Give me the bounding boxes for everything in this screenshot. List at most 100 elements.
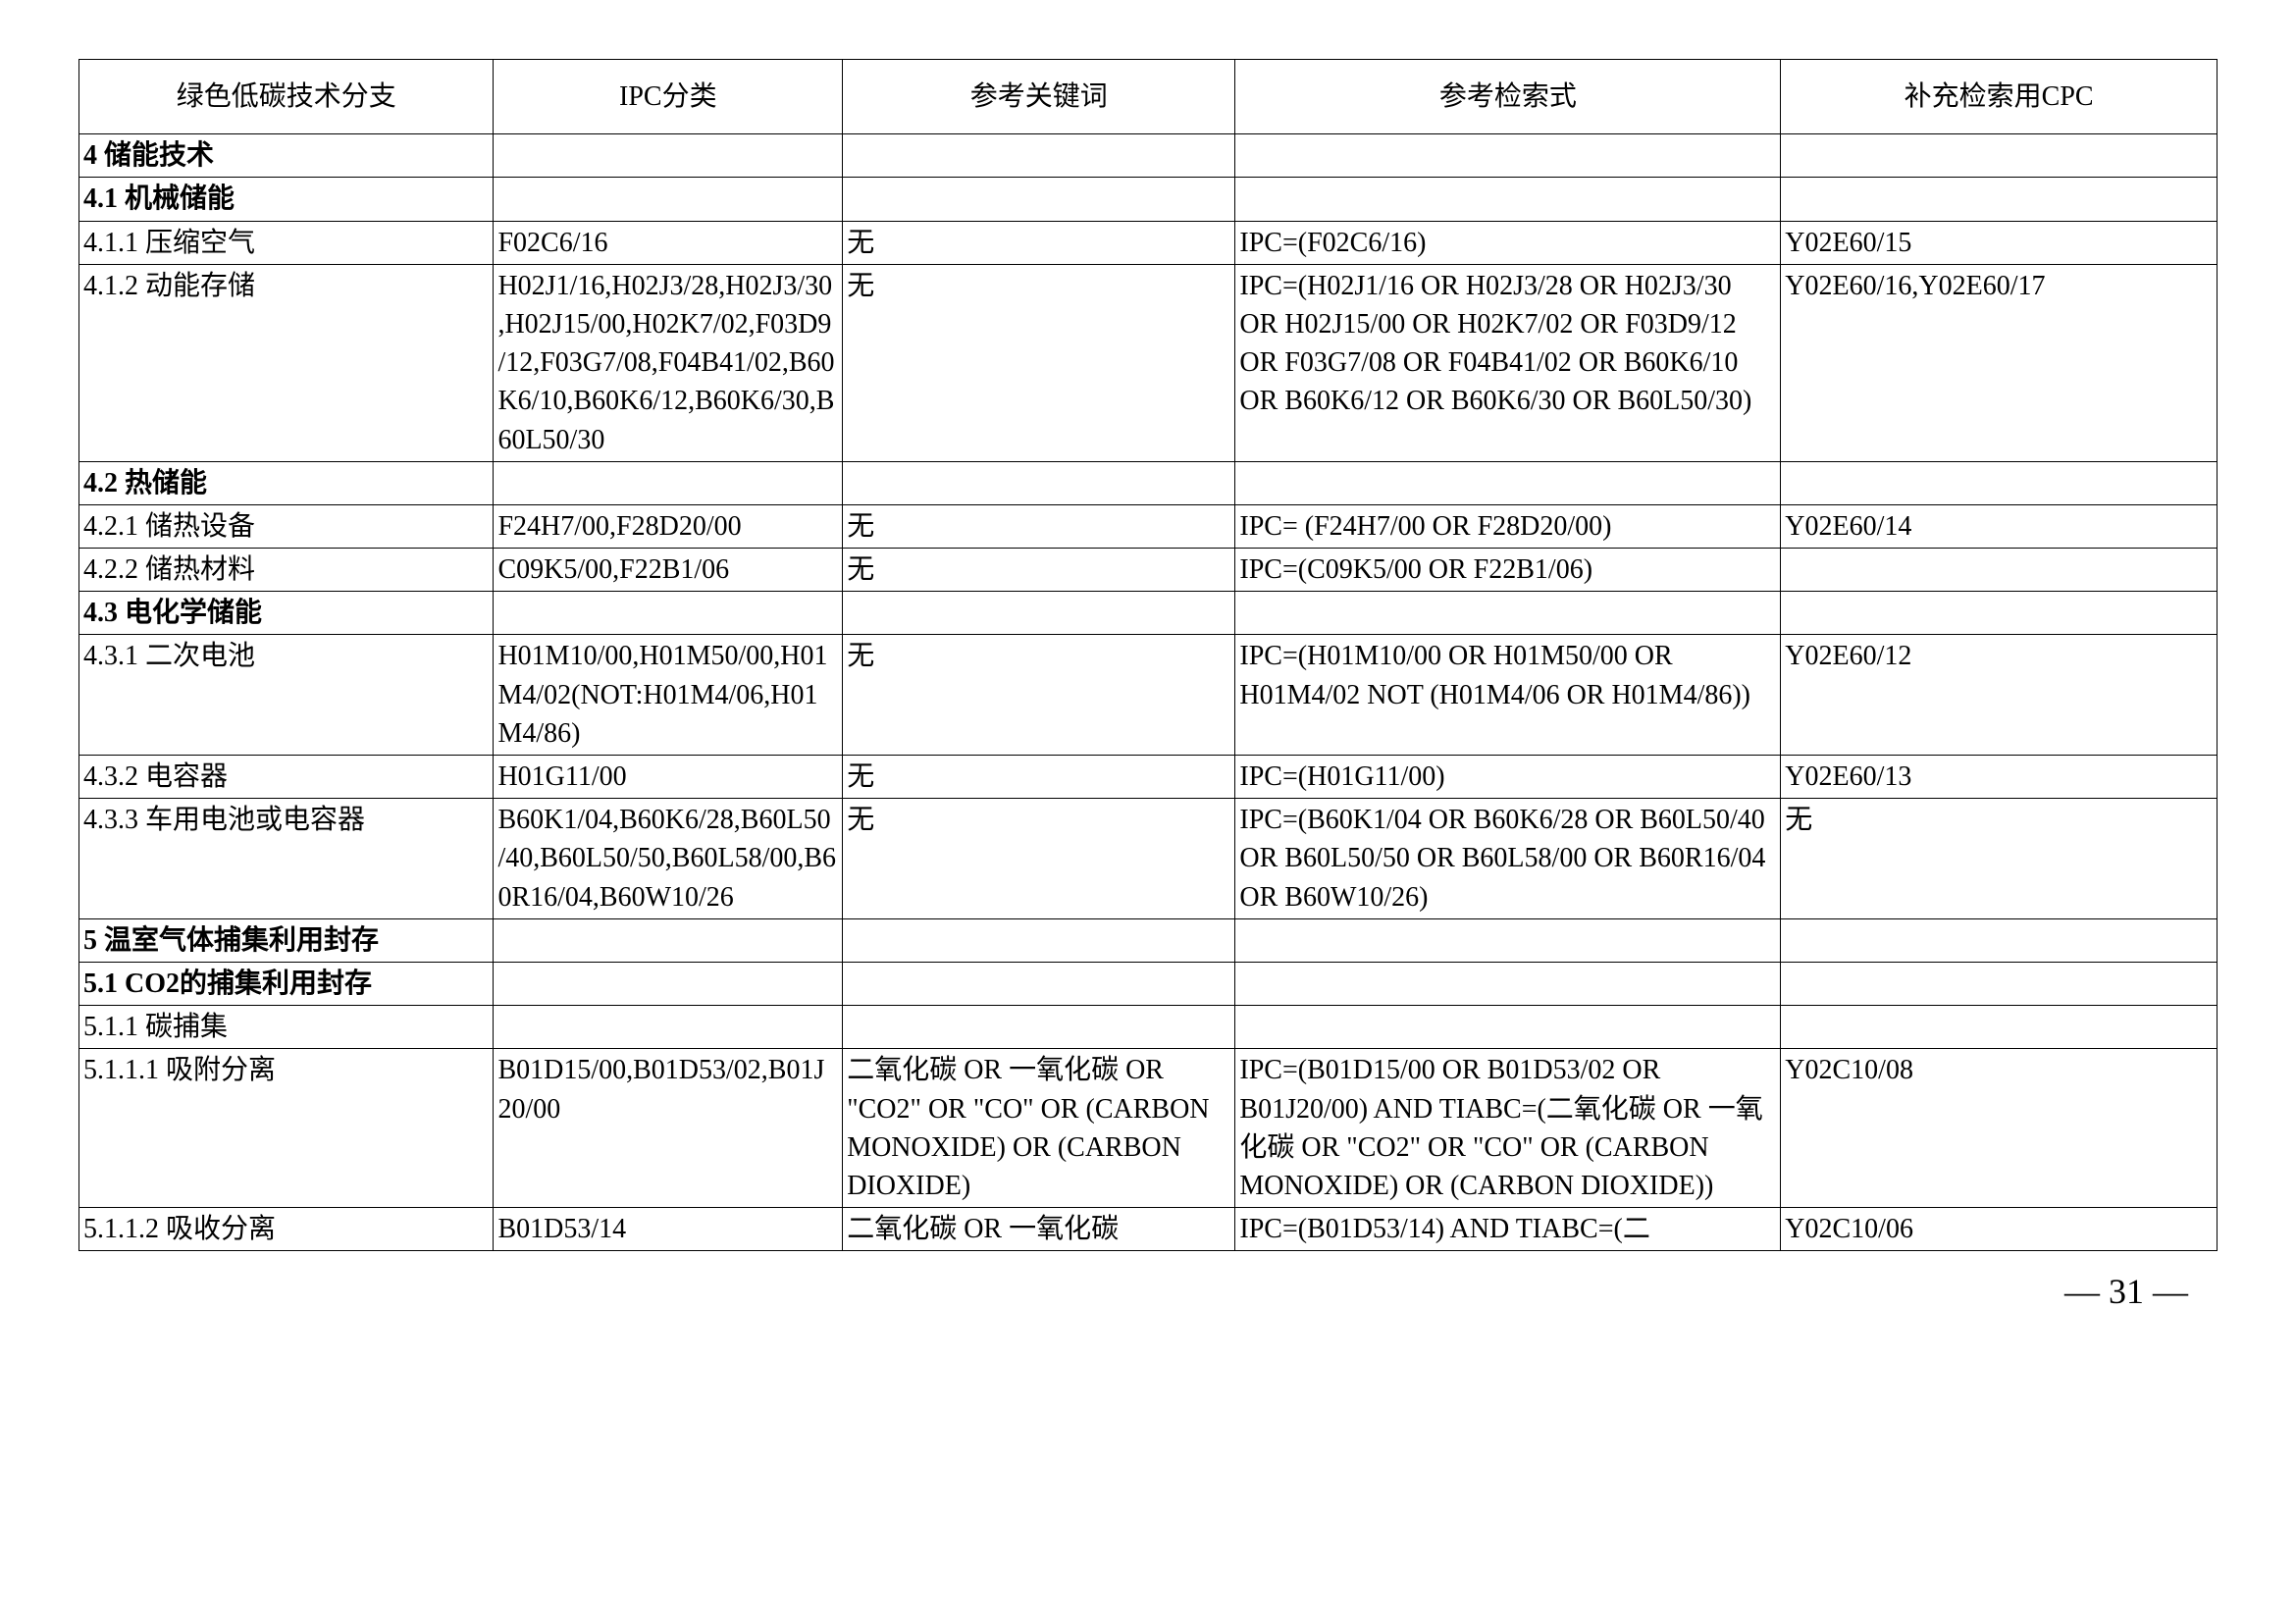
header-keywords: 参考关键词 bbox=[843, 60, 1235, 134]
table-row: 5 温室气体捕集利用封存 bbox=[79, 918, 2218, 962]
table-cell: F24H7/00,F28D20/00 bbox=[494, 504, 843, 548]
table-row: 4.2 热储能 bbox=[79, 461, 2218, 504]
table-cell: 无 bbox=[1781, 799, 2218, 919]
table-cell: IPC=(B60K1/04 OR B60K6/28 OR B60L50/40 O… bbox=[1235, 799, 1781, 919]
header-cpc: 补充检索用CPC bbox=[1781, 60, 2218, 134]
table-cell: 5 温室气体捕集利用封存 bbox=[79, 918, 494, 962]
table-cell: 无 bbox=[843, 756, 1235, 799]
table-cell: 二氧化碳 OR 一氧化碳 OR "CO2" OR "CO" OR (CARBON… bbox=[843, 1049, 1235, 1208]
table-cell bbox=[1781, 178, 2218, 221]
table-cell bbox=[1781, 461, 2218, 504]
table-cell: 4.2.2 储热材料 bbox=[79, 549, 494, 592]
table-cell: 无 bbox=[843, 504, 1235, 548]
table-cell bbox=[1235, 134, 1781, 178]
table-cell bbox=[494, 461, 843, 504]
table-row: 4.1.1 压缩空气F02C6/16无IPC=(F02C6/16)Y02E60/… bbox=[79, 221, 2218, 264]
table-header-row: 绿色低碳技术分支 IPC分类 参考关键词 参考检索式 补充检索用CPC bbox=[79, 60, 2218, 134]
table-cell: IPC= (F24H7/00 OR F28D20/00) bbox=[1235, 504, 1781, 548]
table-cell bbox=[1781, 134, 2218, 178]
table-cell bbox=[1235, 962, 1781, 1005]
table-cell: IPC=(F02C6/16) bbox=[1235, 221, 1781, 264]
table-row: 5.1.1.2 吸收分离B01D53/14二氧化碳 OR 一氧化碳IPC=(B0… bbox=[79, 1208, 2218, 1251]
table-cell bbox=[1235, 592, 1781, 635]
table-cell: 5.1.1.2 吸收分离 bbox=[79, 1208, 494, 1251]
table-row: 4.3.3 车用电池或电容器B60K1/04,B60K6/28,B60L50/4… bbox=[79, 799, 2218, 919]
table-cell: 4.3.2 电容器 bbox=[79, 756, 494, 799]
table-cell: 5.1.1 碳捕集 bbox=[79, 1006, 494, 1049]
table-cell: Y02E60/15 bbox=[1781, 221, 2218, 264]
table-cell: 无 bbox=[843, 549, 1235, 592]
table-cell bbox=[1781, 592, 2218, 635]
table-row: 4.2.2 储热材料C09K5/00,F22B1/06无IPC=(C09K5/0… bbox=[79, 549, 2218, 592]
table-cell bbox=[1781, 1006, 2218, 1049]
table-cell bbox=[1781, 549, 2218, 592]
table-cell bbox=[494, 1006, 843, 1049]
table-row: 4.3.1 二次电池H01M10/00,H01M50/00,H01M4/02(N… bbox=[79, 635, 2218, 756]
table-cell bbox=[1781, 918, 2218, 962]
table-cell: 无 bbox=[843, 264, 1235, 461]
table-cell: 4.1.2 动能存储 bbox=[79, 264, 494, 461]
table-cell: H02J1/16,H02J3/28,H02J3/30,H02J15/00,H02… bbox=[494, 264, 843, 461]
table-cell bbox=[494, 918, 843, 962]
table-row: 5.1.1 碳捕集 bbox=[79, 1006, 2218, 1049]
table-row: 4.2.1 储热设备F24H7/00,F28D20/00无IPC= (F24H7… bbox=[79, 504, 2218, 548]
header-search-formula: 参考检索式 bbox=[1235, 60, 1781, 134]
table-cell: IPC=(C09K5/00 OR F22B1/06) bbox=[1235, 549, 1781, 592]
table-cell: 5.1.1.1 吸附分离 bbox=[79, 1049, 494, 1208]
table-body: 4 储能技术4.1 机械储能4.1.1 压缩空气F02C6/16无IPC=(F0… bbox=[79, 134, 2218, 1251]
table-cell: 无 bbox=[843, 799, 1235, 919]
table-cell: 4.1 机械储能 bbox=[79, 178, 494, 221]
header-tech-branch: 绿色低碳技术分支 bbox=[79, 60, 494, 134]
table-cell: Y02E60/12 bbox=[1781, 635, 2218, 756]
table-cell: C09K5/00,F22B1/06 bbox=[494, 549, 843, 592]
table-cell: B01D53/14 bbox=[494, 1208, 843, 1251]
table-cell bbox=[843, 461, 1235, 504]
table-cell: 5.1 CO2的捕集利用封存 bbox=[79, 962, 494, 1005]
table-cell: Y02C10/08 bbox=[1781, 1049, 2218, 1208]
table-cell: Y02E60/14 bbox=[1781, 504, 2218, 548]
table-cell: B60K1/04,B60K6/28,B60L50/40,B60L50/50,B6… bbox=[494, 799, 843, 919]
table-cell: 4.2.1 储热设备 bbox=[79, 504, 494, 548]
table-cell: Y02E60/13 bbox=[1781, 756, 2218, 799]
table-cell bbox=[494, 592, 843, 635]
table-cell: Y02C10/06 bbox=[1781, 1208, 2218, 1251]
table-cell: IPC=(H02J1/16 OR H02J3/28 OR H02J3/30 OR… bbox=[1235, 264, 1781, 461]
table-row: 5.1.1.1 吸附分离B01D15/00,B01D53/02,B01J20/0… bbox=[79, 1049, 2218, 1208]
table-row: 4.1 机械储能 bbox=[79, 178, 2218, 221]
table-row: 5.1 CO2的捕集利用封存 bbox=[79, 962, 2218, 1005]
table-cell bbox=[494, 178, 843, 221]
table-cell bbox=[1235, 918, 1781, 962]
header-ipc: IPC分类 bbox=[494, 60, 843, 134]
table-row: 4 储能技术 bbox=[79, 134, 2218, 178]
table-cell: 4 储能技术 bbox=[79, 134, 494, 178]
table-cell bbox=[494, 134, 843, 178]
table-cell: 4.3.3 车用电池或电容器 bbox=[79, 799, 494, 919]
table-cell: H01M10/00,H01M50/00,H01M4/02(NOT:H01M4/0… bbox=[494, 635, 843, 756]
table-cell bbox=[843, 1006, 1235, 1049]
table-cell bbox=[1781, 962, 2218, 1005]
table-cell bbox=[843, 134, 1235, 178]
table-cell bbox=[1235, 178, 1781, 221]
table-cell bbox=[843, 178, 1235, 221]
table-cell: 无 bbox=[843, 635, 1235, 756]
page-number: — 31 — bbox=[78, 1271, 2218, 1312]
table-cell bbox=[494, 962, 843, 1005]
table-cell: 4.2 热储能 bbox=[79, 461, 494, 504]
table-cell: IPC=(H01M10/00 OR H01M50/00 OR H01M4/02 … bbox=[1235, 635, 1781, 756]
table-row: 4.3.2 电容器H01G11/00无IPC=(H01G11/00)Y02E60… bbox=[79, 756, 2218, 799]
table-cell: Y02E60/16,Y02E60/17 bbox=[1781, 264, 2218, 461]
table-row: 4.1.2 动能存储H02J1/16,H02J3/28,H02J3/30,H02… bbox=[79, 264, 2218, 461]
table-cell: 无 bbox=[843, 221, 1235, 264]
table-cell: IPC=(B01D15/00 OR B01D53/02 OR B01J20/00… bbox=[1235, 1049, 1781, 1208]
table-cell bbox=[843, 592, 1235, 635]
table-row: 4.3 电化学储能 bbox=[79, 592, 2218, 635]
table-cell bbox=[1235, 461, 1781, 504]
table-cell: B01D15/00,B01D53/02,B01J20/00 bbox=[494, 1049, 843, 1208]
table-cell: IPC=(B01D53/14) AND TIABC=(二 bbox=[1235, 1208, 1781, 1251]
table-cell: H01G11/00 bbox=[494, 756, 843, 799]
table-cell: 4.3.1 二次电池 bbox=[79, 635, 494, 756]
table-cell: 4.3 电化学储能 bbox=[79, 592, 494, 635]
table-cell bbox=[843, 918, 1235, 962]
table-cell: IPC=(H01G11/00) bbox=[1235, 756, 1781, 799]
table-cell bbox=[1235, 1006, 1781, 1049]
